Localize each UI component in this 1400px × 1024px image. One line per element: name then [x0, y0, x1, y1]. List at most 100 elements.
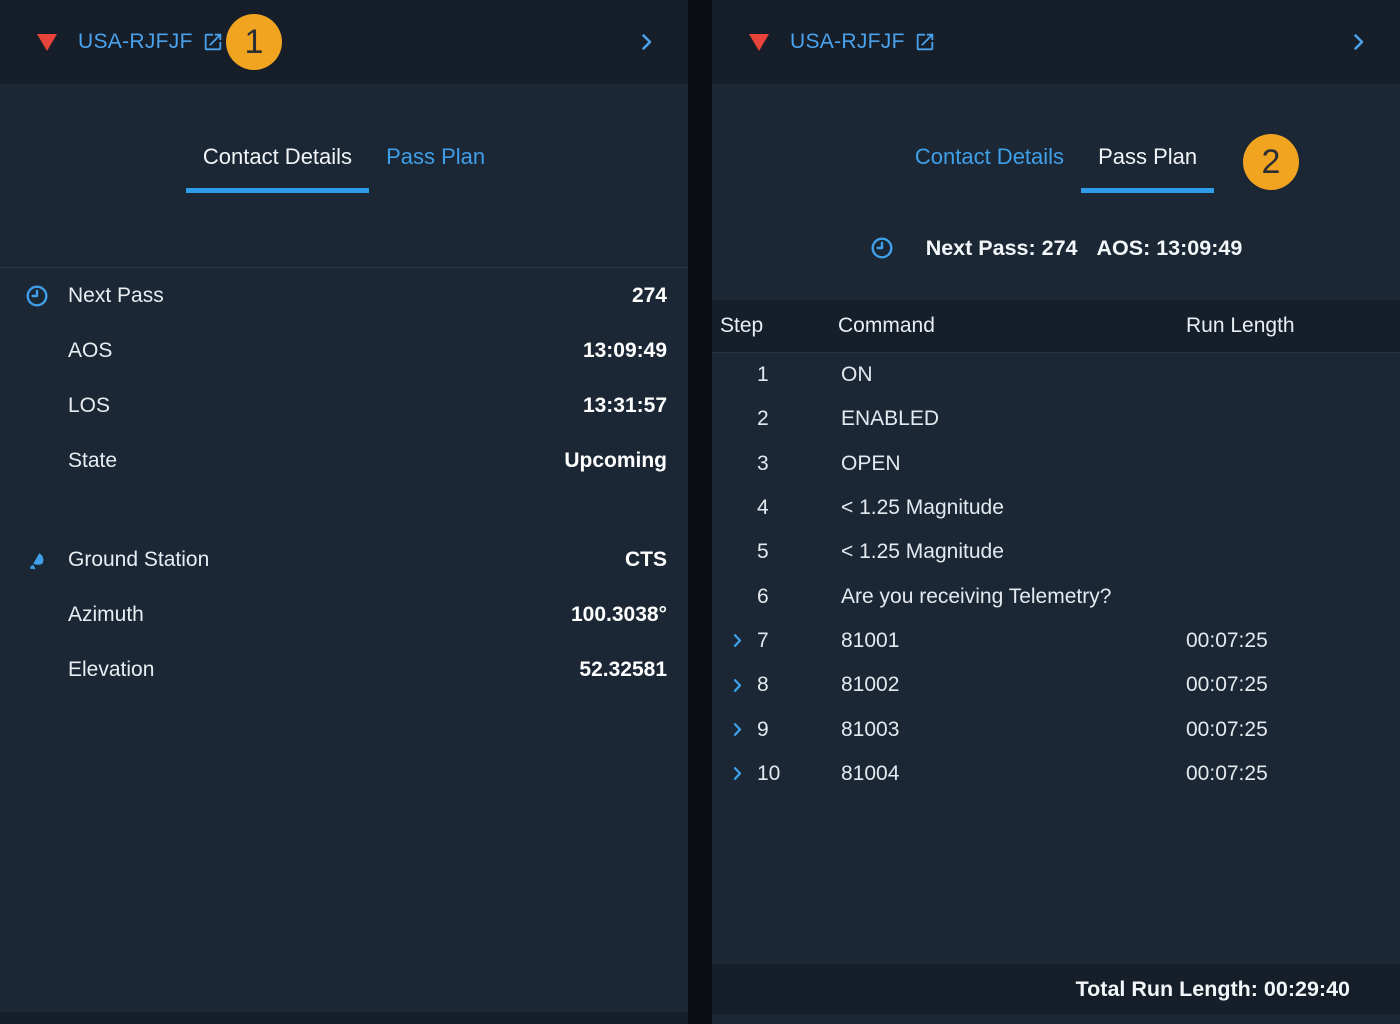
pass-plan-row[interactable]: 8 81002 00:07:25 [712, 663, 1400, 707]
chevron-right-icon[interactable] [1346, 30, 1370, 54]
red-triangle-icon [37, 33, 57, 51]
step-number: 4 [757, 496, 769, 520]
satellite-link[interactable]: USA-RJFJF [790, 30, 936, 54]
step-cell: 10 [712, 762, 838, 786]
satellite-name: USA-RJFJF [790, 30, 905, 53]
left-tab-bar: Contact Details Pass Plan [0, 84, 688, 193]
row-label: State [68, 448, 118, 472]
command-cell: 81002 [841, 673, 900, 697]
expand-chevron-icon[interactable] [729, 721, 757, 738]
step-cell: 5 [712, 540, 838, 564]
icon-spacer [25, 603, 49, 627]
column-command: Command [838, 314, 935, 337]
run-length-cell: 00:07:25 [1186, 673, 1268, 697]
step-cell: 4 [712, 496, 838, 520]
step-cell: 2 [712, 407, 838, 431]
step-cell: 7 [712, 629, 838, 653]
step-cell: 9 [712, 718, 838, 742]
details-group: Ground Station CTS Azimuth 100.3038° Elevati… [0, 532, 688, 697]
icon-spacer [25, 394, 49, 418]
column-step: Step [720, 314, 764, 337]
info-row-next-pass: Next Pass 274 [0, 268, 688, 323]
step-number: 5 [757, 540, 769, 564]
icon-spacer [25, 449, 49, 473]
clock-icon [25, 284, 49, 308]
satellite-name: USA-RJFJF [78, 30, 193, 53]
info-row-aos: AOS 13:09:49 [0, 323, 688, 378]
clock-icon [870, 236, 894, 260]
left-panel-header: USA-RJFJF [0, 0, 688, 84]
row-value: CTS [625, 547, 667, 571]
step-cell: 1 [712, 363, 838, 387]
expand-chevron-icon[interactable] [729, 765, 757, 782]
command-cell: ON [841, 363, 873, 387]
pass-plan-table-body: 1 ON 2 ENABLED 3 OPEN 4 < 1.25 Magnitude 5 < 1.25… [712, 352, 1400, 796]
info-row-azimuth: Azimuth 100.3038° [0, 587, 688, 642]
command-cell: Are you receiving Telemetry? [841, 584, 1112, 608]
run-length-cell: 00:07:25 [1186, 761, 1268, 785]
pass-plan-row: 5 < 1.25 Magnitude [712, 530, 1400, 574]
row-label: Ground Station [68, 547, 210, 571]
command-cell: ENABLED [841, 407, 940, 431]
next-pass-summary: Next Pass: 274 AOS: 13:09:49 [712, 228, 1400, 268]
step-cell: 8 [712, 673, 838, 697]
step-number: 8 [757, 673, 769, 697]
row-value: 13:09:49 [582, 338, 667, 362]
step-number: 3 [757, 451, 769, 475]
right-tab-bar: Contact Details Pass Plan [712, 84, 1400, 193]
step-number: 2 [757, 407, 769, 431]
info-row-ground-station: Ground Station CTS [0, 532, 688, 587]
tab-pass-plan[interactable]: Pass Plan [386, 144, 486, 169]
pass-plan-row[interactable]: 10 81004 00:07:25 [712, 752, 1400, 796]
pass-plan-row: 6 Are you receiving Telemetry? [712, 574, 1400, 618]
details-group: Next Pass 274 AOS 13:09:49 LOS 13:31:57 State U… [0, 268, 688, 488]
summary-next-pass: Next Pass: 274 [925, 235, 1078, 260]
pass-plan-row: 4 < 1.25 Magnitude [712, 486, 1400, 530]
row-label: Next Pass [68, 283, 164, 307]
step-cell: 6 [712, 585, 838, 609]
tab-pass-plan[interactable]: Pass Plan [1081, 84, 1215, 193]
right-panel-header: USA-RJFJF [712, 0, 1400, 84]
step-marker-1: 1 [226, 14, 282, 70]
contact-details-panel: USA-RJFJF Contact Details Pass Plan Next… [0, 0, 688, 1024]
command-cell: < 1.25 Magnitude [841, 540, 1004, 564]
row-value: Upcoming [564, 448, 667, 472]
pass-plan-row[interactable]: 7 81001 00:07:25 [712, 619, 1400, 663]
command-cell: 81004 [841, 761, 900, 785]
step-marker-2: 2 [1243, 134, 1299, 190]
pass-plan-row: 2 ENABLED [712, 397, 1400, 441]
pass-plan-row: 3 OPEN [712, 442, 1400, 486]
tab-contact-details[interactable]: Contact Details [185, 84, 370, 193]
pass-plan-row[interactable]: 9 81003 00:07:25 [712, 707, 1400, 751]
row-label: Azimuth [68, 602, 144, 626]
expand-chevron-icon[interactable] [729, 677, 757, 694]
pass-plan-footer: Total Run Length: 00:29:40 [712, 964, 1400, 1014]
run-length-cell: 00:07:25 [1186, 717, 1268, 741]
command-cell: < 1.25 Magnitude [841, 496, 1004, 520]
expand-chevron-icon[interactable] [729, 632, 757, 649]
command-cell: 81001 [841, 628, 900, 652]
row-label: Elevation [68, 657, 155, 681]
run-length-cell: 00:07:25 [1186, 628, 1268, 652]
row-value: 52.32581 [579, 657, 667, 681]
step-number: 1 [757, 363, 769, 387]
command-cell: OPEN [841, 451, 901, 475]
row-value: 13:31:57 [582, 393, 667, 417]
satellite-link[interactable]: USA-RJFJF [78, 30, 224, 54]
pass-plan-table-header: Step Command Run Length [712, 300, 1400, 352]
step-number: 10 [757, 761, 781, 785]
info-row-los: LOS 13:31:57 [0, 378, 688, 433]
column-run-length: Run Length [1186, 314, 1295, 337]
row-value: 274 [631, 283, 667, 307]
row-label: LOS [68, 393, 111, 417]
total-run-length: Total Run Length: 00:29:40 [1075, 976, 1350, 1001]
info-row-state: State Upcoming [0, 433, 688, 488]
tab-contact-details[interactable]: Contact Details [914, 144, 1065, 169]
info-row-elevation: Elevation 52.32581 [0, 642, 688, 697]
step-cell: 3 [712, 452, 838, 476]
dish-icon [25, 548, 49, 572]
panel-bottom-strip [0, 1012, 688, 1024]
contact-details-list: Next Pass 274 AOS 13:09:49 LOS 13:31:57 State U… [0, 267, 688, 697]
chevron-right-icon[interactable] [634, 30, 658, 54]
summary-aos: AOS: 13:09:49 [1096, 235, 1243, 260]
